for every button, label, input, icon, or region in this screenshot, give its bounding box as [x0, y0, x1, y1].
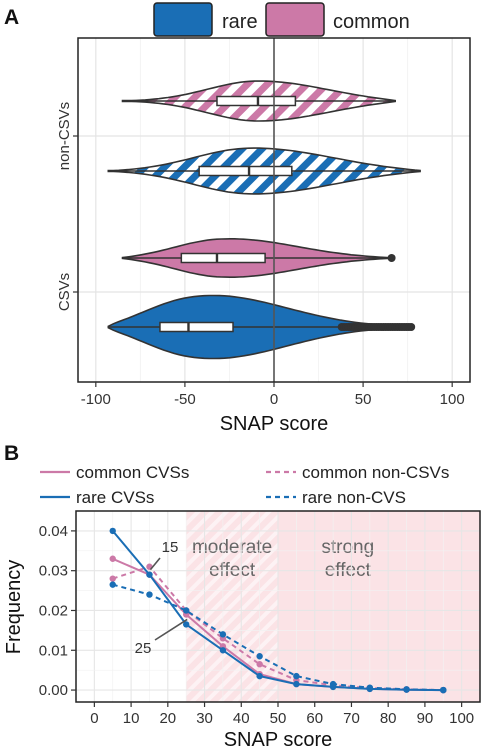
series-point-1	[256, 660, 263, 668]
lines-b	[109, 527, 447, 694]
boxplot-box	[198, 165, 293, 177]
x-tick-label-b: 100	[449, 710, 474, 727]
legend-a: rare common	[153, 2, 410, 37]
x-axis-title-a: SNAP score	[220, 413, 329, 435]
annotation-label: 25	[135, 640, 152, 657]
annotation-label: 15	[162, 539, 179, 556]
series-point-3	[109, 581, 116, 588]
y-tick-label-b: 0.00	[39, 682, 68, 699]
legend-b-label-0: common CVSs	[76, 463, 189, 482]
annotation-arrow	[149, 557, 161, 571]
series-point-2	[146, 571, 153, 578]
y-tick-label-b: 0.04	[39, 523, 68, 540]
series-line-3	[112, 583, 444, 692]
x-tick-label-a: 0	[270, 391, 278, 408]
x-tick-label-b: 0	[90, 710, 98, 727]
series-point-2	[219, 647, 227, 654]
outlier-point	[387, 254, 396, 262]
violins-a	[107, 80, 421, 360]
outlier-point	[407, 323, 416, 331]
legend-a-swatch-common	[265, 2, 325, 37]
x-tick-label-b: 80	[380, 710, 397, 727]
x-axis-a: -100 -50 0 50 100	[81, 382, 465, 408]
panel-label-a: A	[4, 6, 19, 29]
annotation-arrow	[154, 618, 188, 641]
x-tick-label-b: 20	[159, 710, 176, 727]
x-axis-title-b: SNAP score	[224, 729, 333, 751]
series-point-1	[109, 575, 116, 582]
violin-outline	[121, 80, 396, 122]
y-tick-label-b: 0.03	[39, 563, 68, 580]
series-point-3	[256, 653, 263, 660]
series-point-2	[256, 672, 263, 680]
boxplot-box	[159, 321, 234, 333]
series-point-2	[293, 680, 300, 688]
series-point-3	[182, 607, 190, 614]
legend-a-label-common: common	[333, 11, 410, 33]
x-tick-label-b: 90	[417, 710, 434, 727]
series-point-2	[109, 527, 116, 535]
y-axis-b: 0.00 0.01 0.02 0.03 0.04	[39, 523, 76, 699]
legend-b-label-1: common non-CSVs	[302, 463, 449, 482]
series-point-3	[440, 686, 447, 694]
series-point-3	[366, 684, 374, 691]
y-tick-label-b: 0.02	[39, 602, 68, 619]
series-point-2	[182, 621, 190, 628]
x-tick-label-a: 50	[355, 391, 372, 408]
x-tick-label-b: 30	[196, 710, 213, 727]
legend-a-label-rare: rare	[222, 11, 258, 33]
x-tick-label-b: 40	[233, 710, 250, 727]
x-tick-label-a: -100	[81, 391, 111, 408]
y-axis-title-b: Frequency	[3, 560, 25, 655]
effect-region-label: moderate	[192, 537, 272, 558]
series-point-3	[403, 686, 410, 693]
x-tick-label-b: 70	[343, 710, 360, 727]
effect-region-label: strong	[321, 537, 374, 558]
series-point-3	[329, 680, 337, 688]
x-tick-label-b: 60	[306, 710, 323, 727]
x-axis-b: 0 10 20 30 40 50 60 70 80 90 100	[90, 702, 474, 727]
x-tick-label-a: 100	[440, 391, 465, 408]
y-tick-label-b: 0.01	[39, 642, 68, 659]
series-point-3	[293, 672, 300, 680]
y-axis-a: non-CSVs CSVs	[56, 102, 78, 311]
boxplot-box	[216, 95, 297, 107]
grid-b	[76, 511, 480, 702]
legend-b-label-3: rare non-CVS	[302, 488, 406, 507]
x-tick-label-b: 10	[123, 710, 140, 727]
effect-region-1	[278, 511, 480, 702]
series-point-0	[109, 555, 116, 562]
legend-b-label-2: rare CVSs	[76, 488, 154, 507]
x-tick-label-b: 50	[270, 710, 287, 727]
legend-b: common CVSs common non-CSVs rare CVSs rare …	[40, 463, 449, 507]
boxplot-box	[180, 252, 266, 264]
y-group-label: non-CSVs	[56, 102, 73, 170]
series-point-3	[219, 631, 227, 638]
x-tick-label-a: -50	[174, 391, 196, 408]
legend-a-swatch-rare	[153, 2, 213, 37]
panel-label-b: B	[4, 442, 19, 465]
y-group-label: CSVs	[56, 273, 73, 311]
series-point-3	[146, 591, 153, 598]
